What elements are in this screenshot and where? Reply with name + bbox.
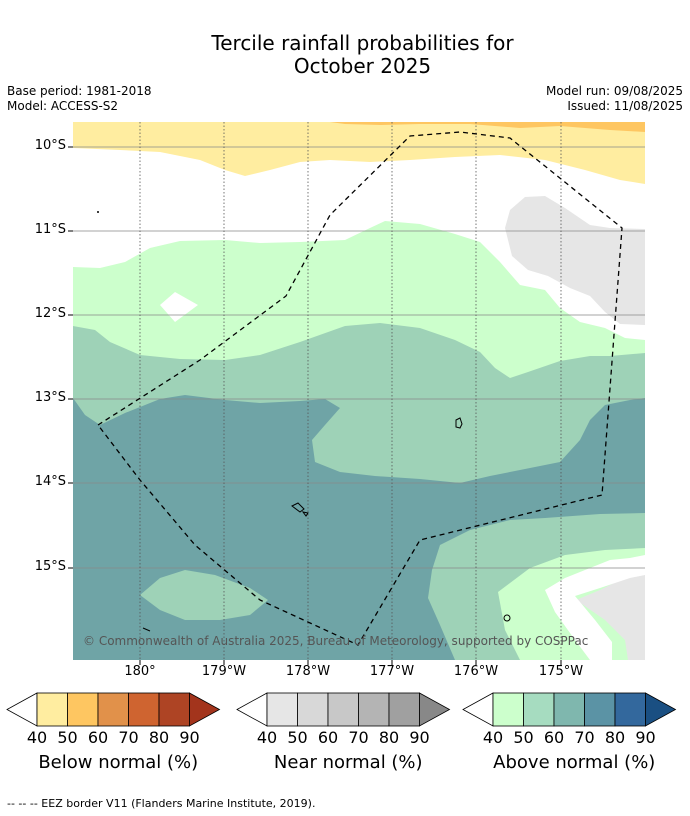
map-fields: [73, 122, 645, 660]
colorbar-0-tick-50: 50: [57, 728, 78, 747]
colorbar-1-segment-1: [297, 692, 329, 727]
lat-label-10s: 10°S: [34, 138, 66, 153]
model-name: Model: ACCESS-S2: [7, 99, 119, 113]
colorbar-0-segment-4: [158, 692, 190, 727]
lat-label-11s: 11°S: [34, 222, 66, 237]
lon-label-180: 180°: [124, 664, 156, 679]
colorbar-0-segment-3: [128, 692, 160, 727]
map-title-line1: Tercile rainfall probabilities for: [211, 31, 514, 55]
lon-label-177w: 177°W: [369, 664, 415, 679]
colorbar-2-tick-60: 60: [543, 728, 565, 747]
eez-border: [97, 131, 623, 646]
lon-label-176w: 176°W: [453, 664, 499, 679]
lat-gridlines: [73, 146, 645, 569]
island-6: [97, 211, 99, 213]
colorbar-1-segment-3: [358, 692, 390, 727]
base-period: Base period: 1981-2018: [7, 84, 152, 98]
colorbar-0-tick-90: 90: [179, 728, 200, 747]
colorbar-1-label: Near normal (%): [273, 752, 423, 773]
issued-date: Issued: 11/08/2025: [567, 99, 683, 113]
eez-legend-note: -- -- -- EEZ border V11 (Flanders Marine…: [7, 797, 316, 810]
colorbar-0-label: Below normal (%): [38, 752, 199, 773]
axis-ticks: [68, 146, 562, 665]
island-2: [291, 502, 305, 513]
island-1: [455, 417, 463, 429]
colorbar-0-segment-2: [97, 692, 129, 727]
colorbar-0-tick-60: 60: [87, 728, 109, 747]
colorbar-1-tick-90: 90: [409, 728, 430, 747]
colorbar-2-tick-50: 50: [513, 728, 534, 747]
above-50-southwest-region: [140, 570, 268, 620]
near-normal-patch: [148, 172, 180, 178]
island-4: [503, 614, 511, 622]
meta-left: Base period: 1981-2018 Model: ACCESS-S2: [7, 84, 152, 114]
colorbar-0-segment-1: [67, 692, 99, 727]
colorbar-2-segment-3: [584, 692, 616, 727]
lat-label-13s: 13°S: [34, 390, 66, 405]
lon-label-179w: 179°W: [201, 664, 247, 679]
colorbar-2-tick-90: 90: [635, 728, 656, 747]
copyright-note: © Commonwealth of Australia 2025, Bureau…: [83, 634, 589, 648]
colorbar-1-segment-0: [266, 692, 298, 727]
colorbar-1-low-extension: [236, 692, 268, 727]
lat-label-14s: 14°S: [34, 474, 66, 489]
colorbar-2-label: Above normal (%): [493, 752, 656, 773]
island-5: [142, 627, 151, 632]
model-run: Model run: 09/08/2025: [545, 84, 683, 98]
colorbar-2-segment-2: [553, 692, 585, 727]
colorbar-2-segment-0: [492, 692, 524, 727]
colorbar-2-tick-40: 40: [482, 728, 504, 747]
colorbar-2-segment-1: [523, 692, 555, 727]
colorbar-1-tick-60: 60: [317, 728, 339, 747]
island-3: [301, 511, 309, 517]
colorbar-2-tick-80: 80: [604, 728, 626, 747]
white-gap-1: [160, 292, 198, 322]
colorbar-0-high-extension: [189, 692, 221, 727]
below-50-region: [330, 122, 645, 132]
colorbar-0-segment-0: [36, 692, 68, 727]
colorbar-0-low-extension: [6, 692, 38, 727]
colorbar-2-high-extension: [645, 692, 677, 727]
white-gap-2: [545, 555, 645, 660]
colorbar-2-segment-4: [614, 692, 646, 727]
colorbar-2-low-extension: [462, 692, 494, 727]
colorbar-1-segment-2: [327, 692, 359, 727]
colorbar-1-tick-80: 80: [378, 728, 400, 747]
colorbar-1-segment-4: [388, 692, 420, 727]
lat-label-12s: 12°S: [34, 306, 66, 321]
map-title-line2: October 2025: [293, 54, 432, 78]
colorbar-1-tick-50: 50: [287, 728, 308, 747]
lon-label-175w: 175°W: [538, 664, 584, 679]
colorbar-1-high-extension: [419, 692, 451, 727]
colorbar-2-tick-70: 70: [574, 728, 595, 747]
colorbar-0-tick-70: 70: [118, 728, 139, 747]
colorbar-0-tick-80: 80: [148, 728, 170, 747]
lat-label-15s: 15°S: [34, 559, 66, 574]
colorbar-0-tick-40: 40: [26, 728, 48, 747]
lon-label-178w: 178°W: [285, 664, 331, 679]
colorbar-1-tick-70: 70: [348, 728, 369, 747]
meta-right: Model run: 09/08/2025 Issued: 11/08/2025: [546, 84, 683, 114]
near-40-east-region: [505, 196, 645, 325]
near-40-southeast-region: [576, 555, 645, 660]
colorbar-1-tick-40: 40: [256, 728, 278, 747]
